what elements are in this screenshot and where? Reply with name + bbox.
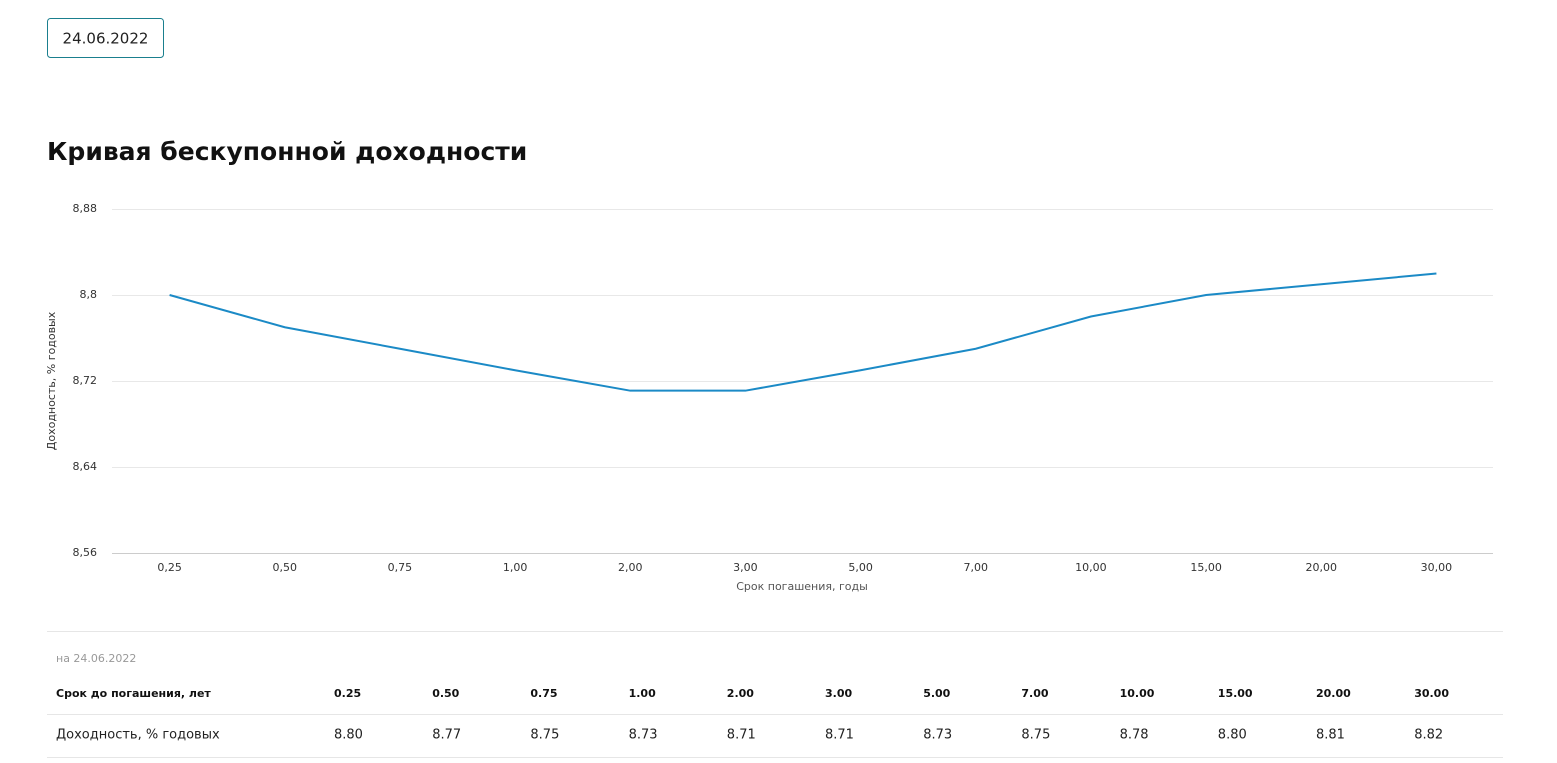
x-tick-label: 0,75 (388, 561, 413, 574)
table-cell: 5.00 (923, 687, 950, 700)
row-header: Срок до погашения, лет (56, 687, 211, 700)
table-cell: 8.80 (1218, 728, 1247, 743)
table-cell: 8.71 (825, 728, 854, 743)
x-tick-label: 0,25 (157, 561, 182, 574)
table-cell: 8.82 (1414, 728, 1443, 743)
table-cell: 8.78 (1120, 728, 1149, 743)
x-tick-label: 1,00 (503, 561, 528, 574)
y-axis-label: Доходность, % годовых (45, 311, 58, 450)
table-cell: 8.77 (432, 728, 461, 743)
table-cell: 8.81 (1316, 728, 1345, 743)
y-tick-label: 8,88 (73, 202, 98, 215)
x-axis-label: Срок погашения, годы (736, 580, 868, 593)
table-cell: 20.00 (1316, 687, 1351, 700)
table-cell: 3.00 (825, 687, 852, 700)
y-tick-label: 8,72 (73, 374, 98, 387)
x-tick-label: 3,00 (733, 561, 758, 574)
x-tick-label: 20,00 (1306, 561, 1338, 574)
y-tick-label: 8,56 (73, 546, 98, 559)
table-cell: 8.71 (727, 728, 756, 743)
y-tick-label: 8,64 (73, 460, 98, 473)
x-tick-label: 7,00 (964, 561, 989, 574)
table-cell: 7.00 (1021, 687, 1048, 700)
x-tick-label: 15,00 (1190, 561, 1222, 574)
table-cell: 0.25 (334, 687, 361, 700)
table-cell: 30.00 (1414, 687, 1449, 700)
date-button-text[interactable]: 24.06.2022 (63, 30, 149, 48)
table-cell: 8.73 (923, 728, 952, 743)
table-cell: 1.00 (629, 687, 656, 700)
x-tick-label: 0,50 (273, 561, 298, 574)
table-cell: 0.75 (530, 687, 557, 700)
table-cell: 0.50 (432, 687, 459, 700)
table-cell: 10.00 (1120, 687, 1155, 700)
table-cell: 8.73 (629, 728, 658, 743)
table-cell: 8.80 (334, 728, 363, 743)
table-caption: на 24.06.2022 (56, 652, 136, 665)
row-header: Доходность, % годовых (56, 728, 220, 743)
date-button[interactable] (47, 18, 164, 58)
line (169, 272, 1437, 392)
x-tick-label: 10,00 (1075, 561, 1107, 574)
chart-title: Кривая бескупонной доходности (47, 137, 527, 166)
x-tick-label: 30,00 (1421, 561, 1453, 574)
table-cell: 2.00 (727, 687, 754, 700)
x-tick-label: 2,00 (618, 561, 643, 574)
table-cell: 8.75 (1021, 728, 1050, 743)
x-tick-label: 5,00 (848, 561, 873, 574)
y-tick-label: 8,8 (80, 288, 98, 301)
table-cell: 15.00 (1218, 687, 1253, 700)
table-cell: 8.75 (530, 728, 559, 743)
